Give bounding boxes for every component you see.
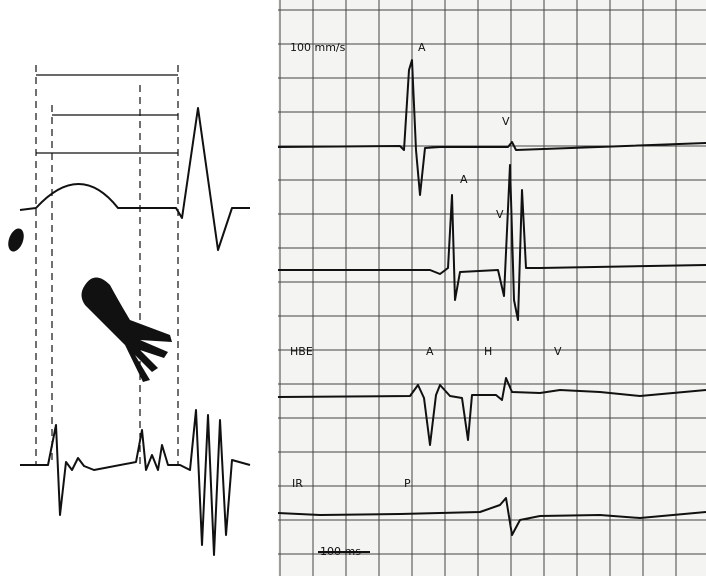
lead-label: IR: [292, 477, 303, 490]
lead-label: HBE: [290, 345, 313, 358]
wave-label: P: [404, 477, 411, 490]
hbe-schematic: [20, 410, 250, 555]
paper-speed: 100 mm/s: [290, 41, 346, 54]
wave-label: A: [418, 41, 426, 54]
wave-label: V: [554, 345, 562, 358]
wave-label: A: [460, 173, 468, 186]
recording: 100 mm/s A V A V HBE A H V IR P 100 ms: [278, 0, 706, 576]
conduction-icon: [82, 278, 173, 383]
time-scale: 100 ms: [320, 545, 361, 558]
wave-label: V: [496, 208, 504, 221]
wave-label: A: [426, 345, 434, 358]
wave-label: V: [502, 115, 510, 128]
wave-label: H: [484, 345, 492, 358]
schematic: [5, 65, 250, 555]
paper: [278, 0, 706, 576]
atrium-icon: [5, 226, 26, 253]
figure: 100 mm/s A V A V HBE A H V IR P 100 ms: [0, 0, 706, 576]
ecg-schematic: [20, 108, 250, 250]
